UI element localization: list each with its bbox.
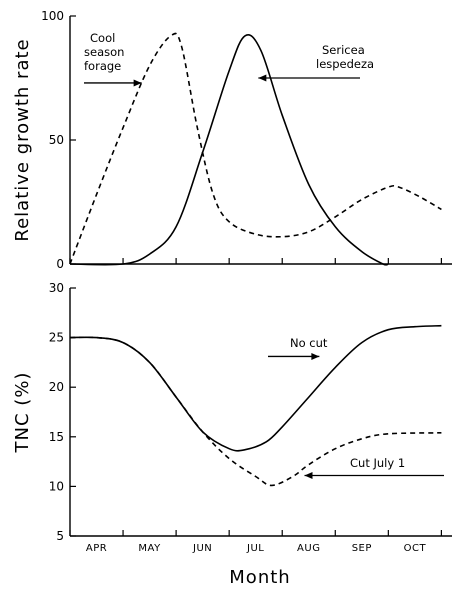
arrow-cool-season-forage-head — [133, 79, 142, 87]
annot-sericea-1: Sericea — [322, 43, 365, 57]
annot-no-cut: No cut — [290, 336, 328, 350]
top-y-axis-title: Relative growth rate — [12, 38, 33, 241]
annotation-arrows — [84, 74, 444, 479]
bottom-y-axis-title: TNC (%) — [12, 372, 33, 454]
arrow-cut-july-1-head — [304, 471, 313, 479]
top-panel: 0 50 100 — [41, 9, 452, 271]
month-label: OCT — [404, 543, 427, 554]
month-label: JUL — [246, 543, 264, 554]
bottom-series-cut-july-1 — [69, 336, 442, 487]
top-y-tick-label: 100 — [41, 9, 64, 23]
bottom-y-tick-label: 25 — [49, 331, 64, 345]
month-label: JUN — [192, 543, 212, 554]
bottom-y-tick-label: 15 — [49, 430, 64, 444]
month-label: AUG — [297, 543, 320, 554]
bottom-y-tick-label: 10 — [49, 479, 64, 493]
bottom-y-tick-label: 20 — [49, 380, 64, 394]
annot-cool-season-2: season — [84, 45, 124, 59]
annot-cool-season-3: forage — [84, 59, 121, 73]
arrow-no-cut-head — [311, 352, 320, 360]
annot-cool-season-1: Cool — [90, 31, 115, 45]
month-label: APR — [86, 543, 107, 554]
arrow-sericea-lespedeza-head — [258, 74, 267, 82]
month-label: MAY — [138, 543, 161, 554]
bottom-panel: 5 10 15 20 25 30 APR MAY JUN JUL AUG SEP OCT — [49, 281, 452, 554]
top-y-tick-label: 50 — [49, 133, 64, 147]
bottom-y-tick-label: 30 — [49, 281, 64, 295]
top-series-cool-season-forage — [69, 32, 442, 265]
bottom-series-no-cut — [69, 324, 442, 452]
top-series-sericea-lespedeza — [69, 34, 389, 266]
x-axis-title: Month — [229, 567, 290, 588]
annot-cut-july-1: Cut July 1 — [350, 456, 405, 470]
annot-sericea-2: lespedeza — [316, 57, 374, 71]
month-label: SEP — [352, 543, 372, 554]
top-y-tick-label: 0 — [56, 257, 64, 271]
bottom-y-tick-label: 5 — [56, 529, 64, 543]
